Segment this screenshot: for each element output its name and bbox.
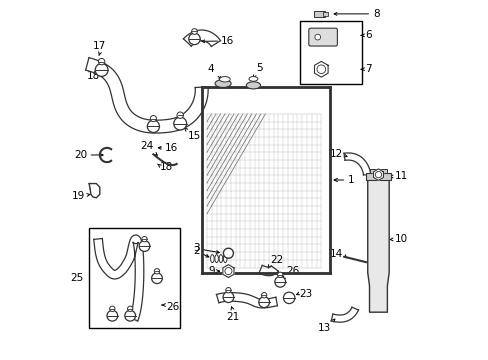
Circle shape (191, 28, 197, 34)
Ellipse shape (219, 255, 222, 262)
Ellipse shape (210, 255, 214, 262)
Circle shape (109, 306, 115, 311)
Text: 20: 20 (74, 150, 87, 160)
Text: 7: 7 (365, 64, 371, 74)
Circle shape (223, 248, 233, 258)
Text: 19: 19 (72, 191, 85, 201)
Text: 24: 24 (140, 141, 153, 152)
Bar (365, 173, 390, 180)
Circle shape (274, 276, 285, 287)
Text: 26: 26 (286, 266, 299, 276)
Polygon shape (367, 180, 388, 312)
Ellipse shape (214, 255, 218, 262)
Bar (313, 11, 324, 17)
Circle shape (283, 292, 294, 303)
Circle shape (98, 58, 104, 65)
Circle shape (173, 117, 186, 130)
Text: 12: 12 (329, 149, 342, 159)
Bar (369, 168, 386, 173)
Text: 5: 5 (256, 63, 263, 73)
Text: 4: 4 (207, 64, 214, 73)
Circle shape (150, 116, 156, 122)
Circle shape (258, 297, 269, 307)
Circle shape (224, 267, 231, 275)
Bar (89, 228, 180, 328)
Circle shape (177, 112, 183, 118)
Circle shape (147, 120, 159, 132)
Circle shape (225, 288, 231, 293)
Circle shape (127, 306, 133, 311)
Circle shape (188, 33, 200, 45)
Circle shape (139, 241, 149, 251)
Circle shape (142, 237, 147, 242)
Circle shape (314, 34, 320, 40)
Text: 1: 1 (347, 175, 354, 185)
Text: 2: 2 (193, 247, 200, 256)
Text: 16: 16 (221, 36, 234, 46)
Text: 17: 17 (93, 41, 106, 51)
Circle shape (95, 64, 108, 76)
Circle shape (223, 292, 233, 302)
Text: 25: 25 (70, 273, 83, 283)
Polygon shape (314, 62, 327, 77)
Circle shape (154, 269, 160, 274)
Text: 10: 10 (394, 234, 407, 244)
Circle shape (316, 65, 325, 73)
Text: 6: 6 (365, 30, 371, 40)
Circle shape (277, 272, 283, 278)
Text: 14: 14 (329, 249, 342, 259)
Circle shape (107, 310, 118, 321)
Circle shape (375, 171, 381, 178)
Text: 11: 11 (394, 171, 407, 181)
Ellipse shape (215, 80, 231, 87)
Circle shape (151, 273, 162, 284)
Polygon shape (223, 265, 234, 278)
Polygon shape (373, 169, 383, 180)
Circle shape (124, 310, 135, 321)
Circle shape (261, 293, 266, 298)
Text: 22: 22 (270, 255, 283, 265)
Text: 26: 26 (165, 302, 179, 312)
Text: 21: 21 (226, 312, 239, 322)
Bar (299, 21, 362, 84)
Text: 16: 16 (165, 143, 178, 153)
Bar (323, 12, 328, 16)
Text: 15: 15 (187, 131, 200, 141)
Ellipse shape (248, 77, 257, 81)
Ellipse shape (223, 255, 226, 262)
Text: 23: 23 (298, 289, 311, 298)
Text: 8: 8 (372, 9, 379, 19)
FancyBboxPatch shape (308, 28, 337, 46)
Text: 9: 9 (208, 266, 215, 276)
Text: 18: 18 (159, 162, 172, 172)
Text: 18: 18 (86, 71, 100, 81)
Bar (201, 87, 329, 273)
Text: 13: 13 (317, 323, 330, 333)
Ellipse shape (246, 82, 260, 89)
Text: 3: 3 (193, 243, 200, 253)
Ellipse shape (219, 77, 230, 82)
